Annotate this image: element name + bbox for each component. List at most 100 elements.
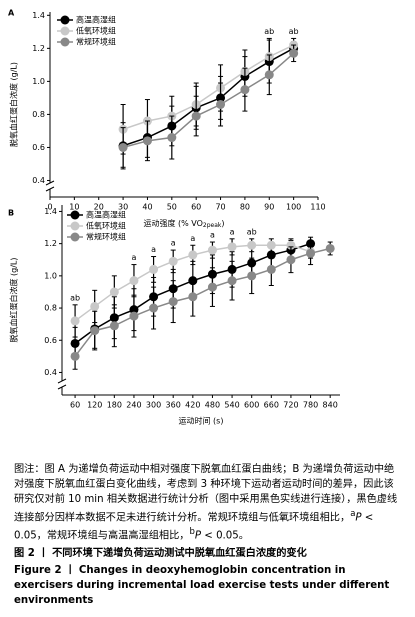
point <box>247 240 257 250</box>
point <box>207 245 217 255</box>
point <box>129 311 139 321</box>
panel-label: A <box>8 9 15 18</box>
x-tick-label: 60 <box>191 203 201 212</box>
caption: 图注：图 A 为递增负荷运动中相对强度下脱氧血红蛋白曲线；B 为递增负荷运动中绝… <box>14 462 402 608</box>
x-tick-label: 300 <box>146 401 161 410</box>
legend-label: 低氧环境组 <box>86 221 126 231</box>
y-tick-label: 0.6 <box>44 336 57 345</box>
legend-marker <box>70 221 80 231</box>
point <box>90 326 100 336</box>
legend-marker <box>60 37 70 47</box>
point <box>191 111 201 121</box>
annotation: ab <box>247 227 257 236</box>
point <box>240 85 250 95</box>
note-part: P <box>355 512 362 524</box>
x-tick-label: 120 <box>87 401 102 410</box>
legend-marker <box>70 232 80 242</box>
x-tick-label: 10 <box>69 203 79 212</box>
note: 图注：图 A 为递增负荷运动中相对强度下脱氧血红蛋白曲线；B 为递增负荷运动中绝… <box>14 462 402 544</box>
x-axis-label: 运动强度 (% VO2peak) <box>143 218 224 229</box>
x-tick-label: 780 <box>303 401 318 410</box>
point <box>70 316 80 326</box>
title-en: Figure 2 丨 Changes in deoxyhemoglobin co… <box>14 564 390 606</box>
note-part: P <box>194 530 202 542</box>
x-tick-label: 30 <box>118 203 128 212</box>
x-tick-label: 70 <box>215 203 225 212</box>
annotation: a <box>131 253 136 262</box>
x-tick-label: 420 <box>185 401 200 410</box>
y-tick-label: 0.6 <box>32 143 45 152</box>
x-tick-label: 480 <box>205 401 220 410</box>
legend-marker <box>60 26 70 36</box>
legend-marker <box>70 210 80 220</box>
x-axis-label-part: 2peak <box>203 222 222 229</box>
annotation: a <box>190 234 195 243</box>
annotation: a <box>210 231 215 240</box>
point <box>266 240 276 250</box>
point <box>188 250 198 260</box>
point <box>70 351 80 361</box>
legend-marker <box>60 15 70 25</box>
point <box>286 255 296 265</box>
point <box>188 292 198 302</box>
x-tick-label: 600 <box>244 401 259 410</box>
point <box>149 303 159 313</box>
axis-break <box>57 384 67 390</box>
y-tick-label: 0.8 <box>32 110 45 119</box>
x-tick-label: 90 <box>264 203 274 212</box>
x-axis-label-part: 运动强度 (% VO <box>143 218 202 228</box>
note-part: a <box>350 509 356 519</box>
legend-label: 高温高湿组 <box>86 210 126 220</box>
legend-label: 常规环境组 <box>86 232 126 242</box>
point <box>227 276 237 286</box>
legend-label: 常规环境组 <box>76 37 116 47</box>
point <box>142 136 152 146</box>
x-tick-label: 840 <box>323 401 338 410</box>
x-axis-label-part: ) <box>221 219 224 228</box>
point <box>168 297 178 307</box>
x-tick-label: 720 <box>283 401 298 410</box>
annotation: ab <box>289 27 299 36</box>
x-tick-label: 240 <box>126 401 141 410</box>
x-tick-label: 180 <box>107 401 122 410</box>
point <box>118 142 128 152</box>
point <box>306 248 316 258</box>
point <box>264 70 274 80</box>
x-tick-label: 660 <box>264 401 279 410</box>
legend-label: 高温高湿组 <box>76 15 116 25</box>
axis-break <box>57 378 67 384</box>
y-tick-label: 1.0 <box>32 77 45 86</box>
point <box>325 243 335 253</box>
series-line <box>74 247 331 357</box>
note-part: 图注：图 A 为递增负荷运动中相对强度下脱氧血红蛋白曲线；B 为递增负荷运动中绝… <box>14 464 398 524</box>
y-axis-label: 脱氧血红蛋白浓度 (g/L) <box>9 257 19 342</box>
x-tick-label: 0 <box>47 203 52 212</box>
annotation: a <box>171 239 176 248</box>
point <box>227 242 237 252</box>
point <box>167 133 177 143</box>
axis-break <box>45 180 55 186</box>
x-tick-label: 360 <box>166 401 181 410</box>
point <box>266 264 276 274</box>
point <box>207 282 217 292</box>
x-tick-label: 110 <box>310 203 325 212</box>
annotation: a <box>151 245 156 254</box>
x-tick-label: 540 <box>224 401 239 410</box>
y-tick-label: 1.2 <box>44 239 57 248</box>
point <box>216 100 226 109</box>
y-tick-label: 0.4 <box>44 368 57 377</box>
note-part: < 0.05。 <box>201 530 249 542</box>
point <box>286 240 296 250</box>
y-axis-label: 脱氧血红蛋白浓度 (g/L) <box>9 62 19 147</box>
title-cn: 图 2 丨 不同环境下递增负荷运动测试中脱氧血红蛋白浓度的变化 <box>14 547 307 559</box>
point <box>109 287 119 297</box>
y-tick-label: 0.4 <box>32 176 45 185</box>
x-tick-label: 60 <box>70 401 80 410</box>
x-tick-label: 50 <box>167 203 177 212</box>
point <box>149 264 159 274</box>
x-axis-label: 运动时间 (s) <box>179 416 224 426</box>
point <box>129 276 139 286</box>
legend-label: 低氧环境组 <box>76 26 116 36</box>
y-tick-label: 0.8 <box>44 304 57 313</box>
